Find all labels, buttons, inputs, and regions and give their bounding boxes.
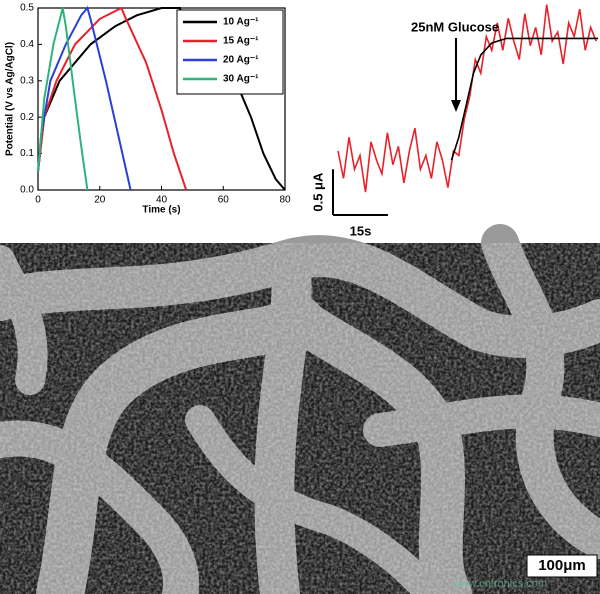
legend-label: 20 Ag⁻¹ [223,55,259,66]
scale-bar-box [526,554,598,578]
scale-bar-label: 0.5 μA [310,172,325,212]
scale-bar-label: 100μm [538,557,586,574]
chart: 0 20 40 60 80 0.0 0.1 0.2 0.3 0.4 0.5 Time (s) Poten… [5,3,291,216]
series-line [37,7,286,191]
series-line [337,4,597,193]
series-line [450,37,598,161]
legend-label: 10 Ag⁻¹ [223,17,259,28]
annotation-arrowhead [451,100,461,112]
series-line [37,7,89,191]
x-axis-label: Time (s) [142,205,180,216]
y-tick-label: 0.4 [20,39,34,50]
x-tick-label: 20 [94,195,106,206]
y-tick-label: 0.1 [20,148,34,159]
y-tick-label: 0.0 [20,185,34,196]
sem-texture [0,243,600,594]
y-axis-label: Potential (V vs Ag/AgCl) [5,42,16,156]
x-tick-label: 40 [156,195,168,206]
y-tick-label: 0.2 [20,112,34,123]
series-line [37,5,132,191]
x-tick-label: 0 [35,195,41,206]
x-tick-label: 60 [218,195,230,206]
scale-bar-label: 15s [350,223,372,238]
watermark: www.cntronics.com [452,578,547,590]
chart: 25nM Glucose 0.5 μA 15s [310,4,598,238]
y-tick-label: 0.5 [20,3,34,14]
x-tick-label: 80 [279,195,291,206]
legend: 10 Ag⁻¹ 15 Ag⁻¹ 20 Ag⁻¹ 30 Ag⁻¹ [176,9,284,95]
y-tick-label: 0.3 [20,75,34,86]
legend-label: 30 Ag⁻¹ [223,74,259,85]
sem-image: 100μm www.cntronics.com [0,224,600,594]
legend-label: 15 Ag⁻¹ [223,36,259,47]
annotation: 25nM Glucose [411,19,499,34]
series-line [37,6,188,191]
